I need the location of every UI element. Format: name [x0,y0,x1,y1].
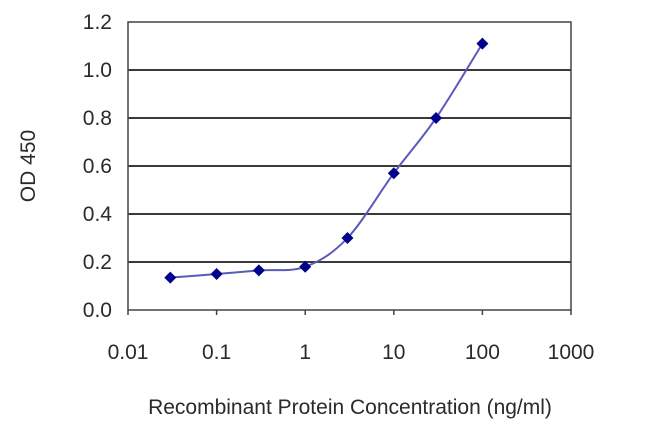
data-point-diamond-marker [341,232,354,244]
series-line [170,43,484,279]
plot-area-border [127,21,572,311]
y-tick-label: 1.0 [83,59,112,82]
x-tick-label: 10 [382,341,405,364]
x-tick-label: 0.1 [202,341,231,364]
gridlines [128,69,571,263]
data-point-diamond-marker [430,112,443,124]
data-series [164,37,489,284]
data-point-diamond-marker [252,264,265,277]
x-tick-label: 1000 [548,341,595,364]
y-tick-label: 1.2 [83,11,112,34]
data-point-diamond-marker [387,167,400,180]
data-point-diamond-marker [299,260,312,273]
y-axis-ticks: 0.0 0.2 0.4 0.6 0.8 1.0 1.2 [83,11,113,322]
y-tick-label: 0.0 [83,299,112,322]
y-tick-label: 0.4 [83,203,113,226]
y-tick-label: 0.8 [83,107,112,130]
x-tick-label: 100 [465,341,500,364]
y-tick-label: 0.6 [83,155,112,178]
y-tick-label: 0.2 [83,251,112,274]
x-axis-label: Recombinant Protein Concentration (ng/ml… [148,396,552,419]
data-point-diamond-marker [476,37,489,50]
y-axis-label: OD 450 [17,130,40,202]
x-tick-label: 1 [299,341,311,364]
data-point-diamond-marker [164,271,177,284]
data-point-diamond-marker [210,268,223,280]
x-axis-ticks: 0.01 0.1 1 10 100 1000 [108,310,595,364]
x-tick-label: 0.01 [108,341,149,364]
